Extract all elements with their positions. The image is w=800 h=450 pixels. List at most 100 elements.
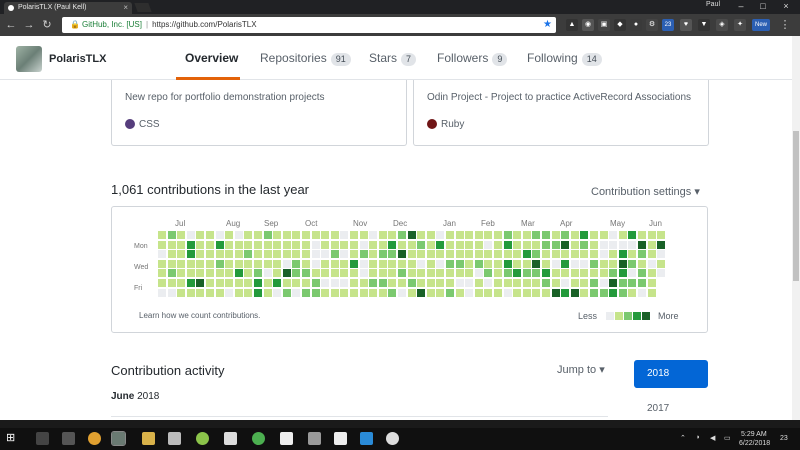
contribution-day-cell[interactable] (359, 259, 368, 268)
contribution-day-cell[interactable] (273, 259, 282, 268)
contribution-day-cell[interactable] (417, 231, 426, 239)
contribution-day-cell[interactable] (282, 240, 291, 249)
contribution-day-cell[interactable] (398, 250, 406, 259)
tab-following[interactable]: Following 14 (527, 51, 602, 66)
contribution-day-cell[interactable] (590, 250, 598, 259)
contribution-day-cell[interactable] (263, 269, 272, 278)
contribution-day-cell[interactable] (455, 240, 464, 249)
contribution-day-cell[interactable] (388, 259, 397, 268)
forward-arrow-icon[interactable]: → (23, 19, 35, 31)
github-desktop-icon[interactable] (386, 432, 399, 445)
contribution-day-cell[interactable] (282, 259, 291, 268)
close-tab-icon[interactable]: × (123, 3, 128, 12)
jump-to-dropdown[interactable]: Jump to ▾ (557, 363, 605, 376)
extension-icon[interactable]: ▣ (598, 19, 610, 31)
contribution-day-cell[interactable] (186, 240, 195, 249)
contribution-day-cell[interactable] (302, 288, 310, 297)
contribution-day-cell[interactable] (359, 288, 368, 297)
contribution-day-cell[interactable] (196, 288, 205, 297)
contribution-day-cell[interactable] (455, 269, 464, 278)
contribution-day-cell[interactable] (225, 240, 234, 249)
contribution-day-cell[interactable] (474, 288, 483, 297)
year-2018-button[interactable]: 2018 (634, 360, 708, 388)
contribution-day-cell[interactable] (647, 250, 656, 259)
contribution-day-cell[interactable] (474, 279, 483, 287)
contribution-day-cell[interactable] (273, 279, 282, 287)
extension-icon[interactable]: ▲ (566, 19, 578, 31)
contribution-day-cell[interactable] (513, 279, 522, 287)
taskbar-app-icon[interactable] (196, 432, 209, 445)
contribution-day-cell[interactable] (302, 240, 310, 249)
contribution-day-cell[interactable] (590, 279, 598, 287)
contribution-day-cell[interactable] (590, 240, 598, 249)
contribution-day-cell[interactable] (340, 259, 349, 268)
minimize-icon[interactable]: – (738, 1, 744, 11)
contribution-day-cell[interactable] (321, 240, 330, 249)
contribution-day-cell[interactable] (302, 259, 310, 268)
contribution-day-cell[interactable] (599, 259, 608, 268)
contribution-day-cell[interactable] (455, 288, 464, 297)
contribution-day-cell[interactable] (378, 240, 387, 249)
contribution-day-cell[interactable] (532, 269, 541, 278)
contribution-day-cell[interactable] (158, 259, 166, 268)
contribution-day-cell[interactable] (542, 250, 550, 259)
new-tab-button[interactable] (134, 3, 152, 12)
contribution-day-cell[interactable] (417, 288, 426, 297)
contribution-day-cell[interactable] (446, 240, 454, 249)
contribution-day-cell[interactable] (177, 240, 186, 249)
contribution-day-cell[interactable] (551, 259, 560, 268)
taskbar-app-icon[interactable] (36, 432, 49, 445)
contribution-day-cell[interactable] (311, 259, 320, 268)
contribution-day-cell[interactable] (263, 288, 272, 297)
extension-icon[interactable]: ✦ (734, 19, 746, 31)
username[interactable]: PolarisTLX (49, 53, 107, 65)
contribution-day-cell[interactable] (532, 259, 541, 268)
contribution-day-cell[interactable] (196, 279, 205, 287)
contribution-day-cell[interactable] (196, 250, 205, 259)
contribution-day-cell[interactable] (484, 269, 493, 278)
contribution-day-cell[interactable] (647, 259, 656, 268)
calculator-icon[interactable] (224, 432, 237, 445)
contribution-day-cell[interactable] (657, 250, 666, 259)
contribution-day-cell[interactable] (647, 279, 656, 287)
contribution-day-cell[interactable] (638, 279, 646, 287)
contribution-day-cell[interactable] (244, 250, 253, 259)
contribution-day-cell[interactable] (292, 231, 301, 239)
contribution-day-cell[interactable] (292, 269, 301, 278)
contribution-day-cell[interactable] (254, 269, 262, 278)
contribution-day-cell[interactable] (657, 259, 666, 268)
contribution-day-cell[interactable] (542, 231, 550, 239)
contribution-day-cell[interactable] (225, 279, 234, 287)
contribution-day-cell[interactable] (638, 250, 646, 259)
contribution-day-cell[interactable] (158, 240, 166, 249)
contribution-day-cell[interactable] (186, 250, 195, 259)
contribution-day-cell[interactable] (340, 279, 349, 287)
contribution-day-cell[interactable] (407, 231, 416, 239)
contribution-day-cell[interactable] (359, 231, 368, 239)
wifi-icon[interactable]: ◗ (696, 434, 701, 441)
contribution-day-cell[interactable] (532, 279, 541, 287)
contribution-day-cell[interactable] (609, 259, 618, 268)
contribution-day-cell[interactable] (590, 269, 598, 278)
contribution-day-cell[interactable] (388, 231, 397, 239)
extension-icon[interactable]: ♥ (680, 19, 692, 31)
contribution-day-cell[interactable] (177, 259, 186, 268)
scrollbar-thumb[interactable] (793, 131, 799, 281)
contribution-day-cell[interactable] (455, 231, 464, 239)
contribution-day-cell[interactable] (484, 240, 493, 249)
contribution-day-cell[interactable] (398, 240, 406, 249)
contribution-day-cell[interactable] (436, 231, 445, 239)
contribution-day-cell[interactable] (618, 279, 627, 287)
contribution-day-cell[interactable] (206, 288, 214, 297)
notification-center-badge[interactable]: 23 (780, 435, 788, 442)
contribution-day-cell[interactable] (378, 259, 387, 268)
contribution-day-cell[interactable] (186, 279, 195, 287)
contribution-day-cell[interactable] (426, 259, 435, 268)
contribution-day-cell[interactable] (321, 231, 330, 239)
contribution-day-cell[interactable] (532, 240, 541, 249)
contribution-day-cell[interactable] (446, 288, 454, 297)
contribution-day-cell[interactable] (618, 250, 627, 259)
contribution-day-cell[interactable] (350, 288, 358, 297)
contribution-day-cell[interactable] (580, 259, 589, 268)
contribution-day-cell[interactable] (350, 250, 358, 259)
